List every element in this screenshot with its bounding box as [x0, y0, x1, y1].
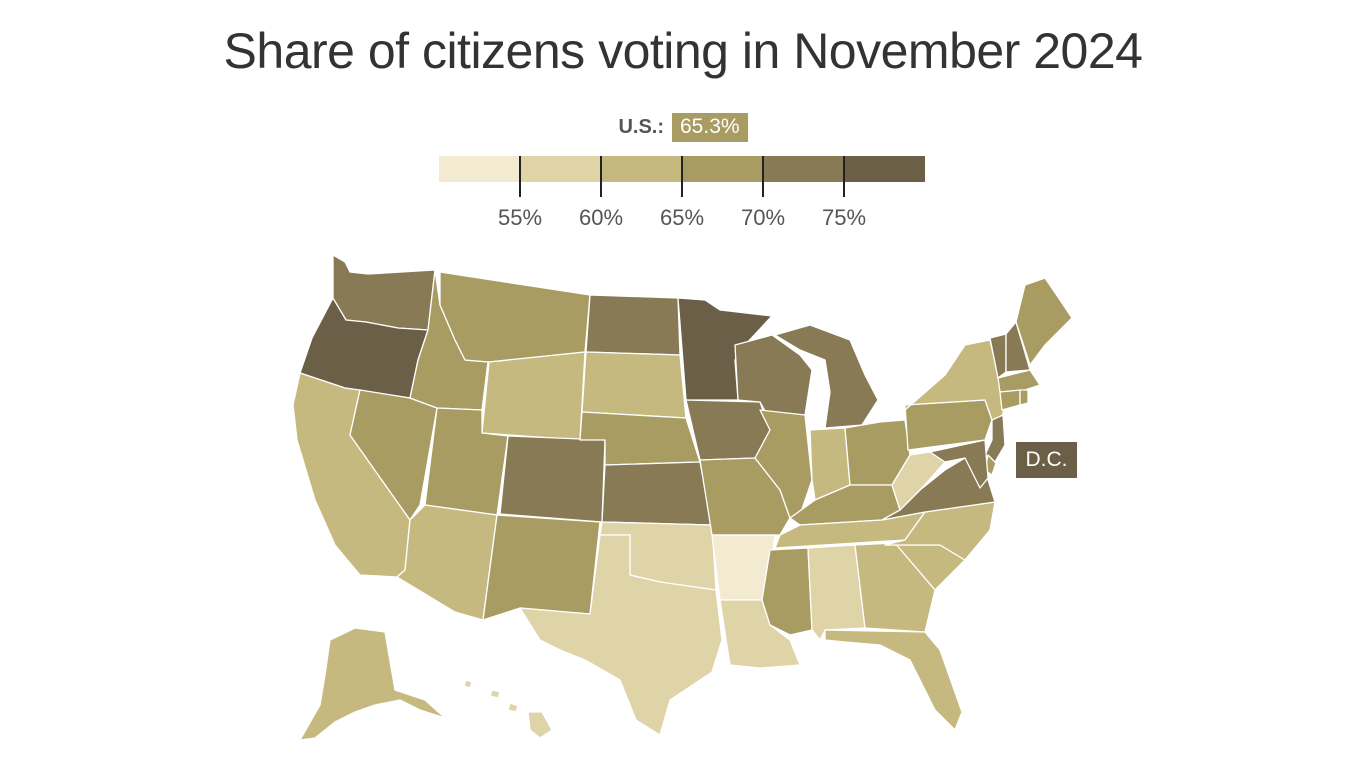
state-hi[interactable]: [463, 679, 553, 739]
dc-label: D.C.: [1016, 442, 1077, 478]
legend-swatch: [601, 156, 682, 182]
state-me[interactable]: [1015, 277, 1073, 366]
state-mt[interactable]: [439, 271, 591, 363]
map-title: Share of citizens voting in November 202…: [223, 23, 1143, 79]
legend-tick-label: 60%: [578, 205, 624, 230]
legend-swatch: [439, 156, 520, 182]
state-nd[interactable]: [585, 294, 681, 356]
legend-tick: [762, 156, 764, 197]
state-tx[interactable]: [519, 534, 723, 736]
legend-tick-label: 70%: [740, 205, 786, 230]
state-ia[interactable]: [685, 399, 771, 461]
state-ms[interactable]: [761, 547, 813, 636]
state-wy[interactable]: [481, 351, 586, 441]
us-average: U.S.: 65.3%: [0, 113, 1366, 142]
state-nm[interactable]: [482, 514, 601, 621]
state-co[interactable]: [499, 435, 606, 523]
us-state-map: [292, 254, 1073, 741]
state-az[interactable]: [396, 504, 498, 621]
state-sd[interactable]: [581, 351, 687, 419]
legend-tick-label: 65%: [659, 205, 705, 230]
state-ga[interactable]: [854, 542, 936, 633]
legend-swatch: [763, 156, 844, 182]
legend-swatch: [682, 156, 763, 182]
state-ri[interactable]: [1019, 389, 1029, 406]
state-wa[interactable]: [332, 254, 436, 331]
state-ak[interactable]: [299, 627, 446, 741]
us-average-value: 65.3%: [672, 113, 748, 142]
color-legend: 55% 60% 65% 70% 75%: [439, 156, 925, 236]
legend-tick: [600, 156, 602, 197]
state-fl[interactable]: [824, 629, 963, 731]
state-md[interactable]: [929, 439, 989, 489]
state-ks[interactable]: [601, 461, 713, 526]
legend-tick-label: 55%: [497, 205, 543, 230]
legend-swatch: [520, 156, 601, 182]
legend-tick: [843, 156, 845, 197]
us-average-label: U.S.:: [618, 116, 664, 138]
legend-tick: [681, 156, 683, 197]
state-ct[interactable]: [999, 389, 1021, 411]
legend-tick: [519, 156, 521, 197]
legend-tick-label: 75%: [821, 205, 867, 230]
legend-swatch: [844, 156, 925, 182]
state-ma[interactable]: [997, 369, 1041, 393]
